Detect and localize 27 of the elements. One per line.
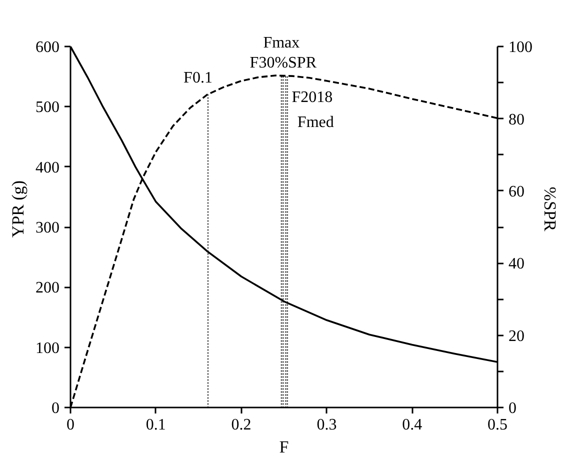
y-tick-label: 200 <box>36 280 60 297</box>
x-tick-label: 0.1 <box>146 416 166 434</box>
y-tick-label: 400 <box>36 159 60 176</box>
x-axis-title: F <box>279 438 289 456</box>
y2-axis-title: %SPR <box>540 186 560 232</box>
y-tick-label: 0 <box>52 400 60 417</box>
y-tick-label: 300 <box>36 220 60 237</box>
y2-tick-label: 80 <box>508 111 524 128</box>
y-tick-label: 100 <box>36 340 60 357</box>
y-tick-label: 600 <box>36 39 60 56</box>
y2-tick-label: 100 <box>508 39 532 56</box>
ref-line-label: Fmax <box>263 34 300 52</box>
x-tick-label: 0 <box>66 416 74 434</box>
ref-line-label: F30%SPR <box>250 54 317 72</box>
x-tick-label: 0.2 <box>231 416 252 434</box>
ref-line-label: F0.1 <box>184 69 212 86</box>
x-tick-label: 0.3 <box>316 416 337 434</box>
y2-tick-label: 20 <box>508 328 524 345</box>
y2-tick-label: 0 <box>508 400 516 417</box>
ref-line-label: Fmed <box>297 114 334 131</box>
x-tick-label: 0.4 <box>402 416 422 434</box>
y-tick-label: 500 <box>36 99 60 116</box>
ref-line-label: F2018 <box>292 88 333 106</box>
y-axis-title: YPR (g) <box>8 180 28 238</box>
y2-tick-label: 60 <box>508 183 524 200</box>
y2-tick-label: 40 <box>508 256 524 273</box>
x-tick-label: 0.5 <box>488 416 508 434</box>
